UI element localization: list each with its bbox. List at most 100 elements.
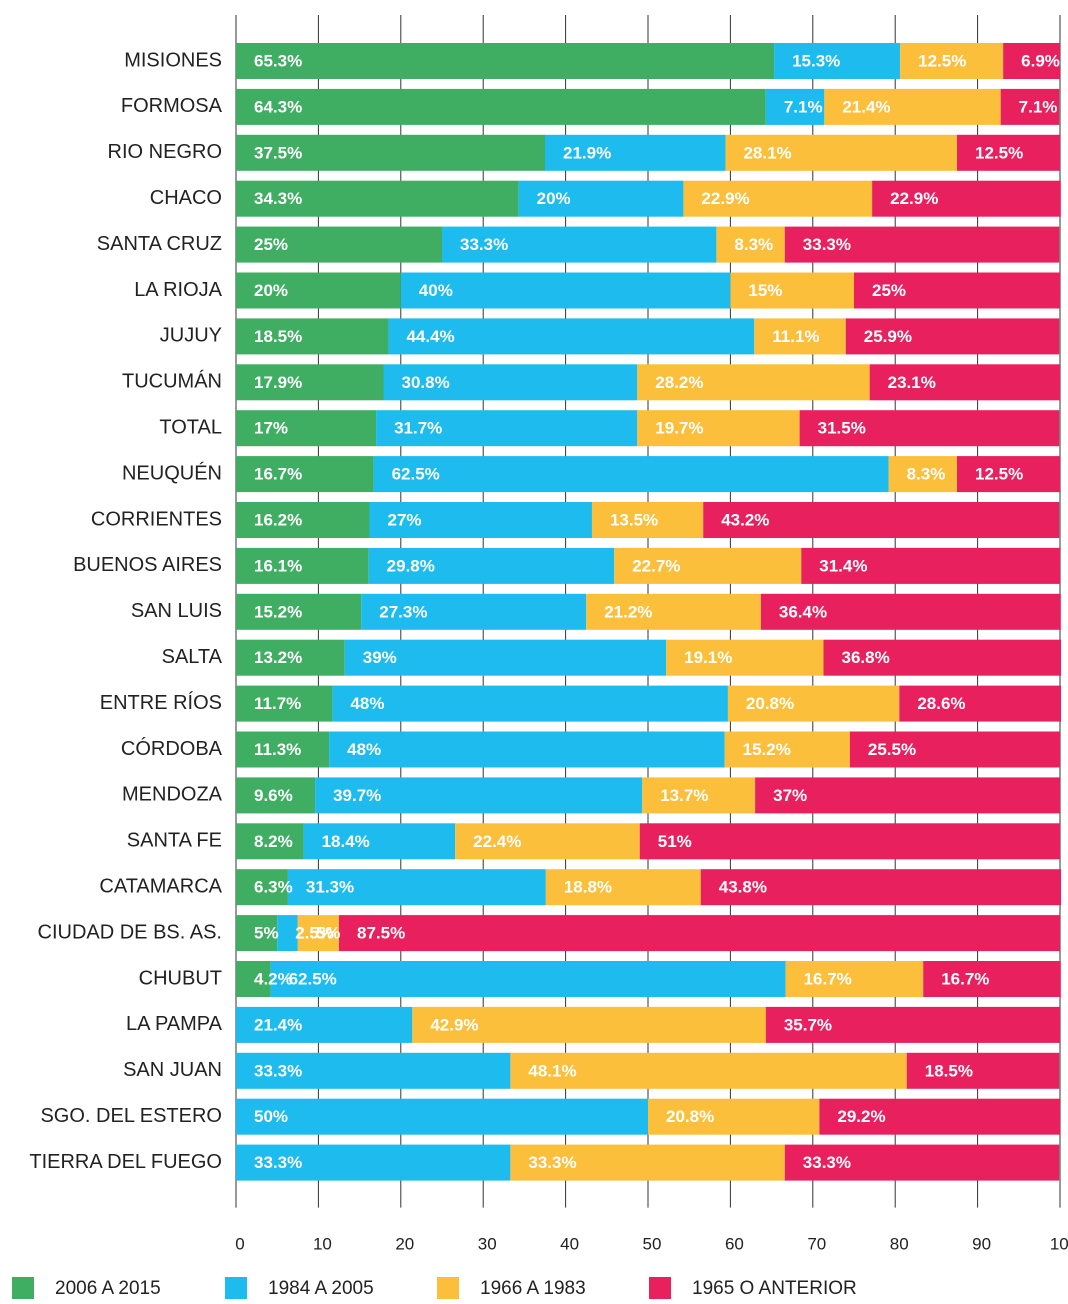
bar-segment [784, 226, 1060, 263]
value-label: 33.3% [254, 1061, 302, 1080]
value-label: 21.2% [604, 602, 652, 621]
value-label: 33.3% [528, 1153, 576, 1172]
bar-segment [510, 1144, 785, 1181]
bar-segment [957, 456, 1060, 493]
value-label: 20.8% [666, 1107, 714, 1126]
bar-segment [442, 226, 717, 263]
value-label: 42.9% [430, 1015, 478, 1034]
bar-segment [303, 823, 456, 860]
bar-segment [376, 410, 638, 447]
bar-segment [784, 1144, 1060, 1181]
bar-segment [614, 547, 802, 584]
category-label: CATAMARCA [99, 875, 222, 897]
bar-segment [545, 869, 701, 906]
legend-label: 2006 A 2015 [55, 1278, 161, 1299]
value-label: 16.1% [254, 556, 302, 575]
bar-segment [412, 1006, 766, 1043]
bar-segment [400, 272, 731, 309]
value-label: 33.3% [803, 1153, 851, 1172]
value-label: 11.1% [772, 327, 819, 346]
value-label: 50% [254, 1107, 288, 1126]
bar-segment [648, 1098, 820, 1135]
bar-segment [819, 1098, 1060, 1135]
bar-segment [923, 961, 1061, 997]
bar-segment [872, 180, 1061, 217]
bar-segment [1003, 43, 1060, 79]
value-label: 43.8% [719, 878, 767, 897]
bar-segment [799, 410, 1060, 447]
value-label: 13.5% [610, 510, 658, 529]
value-label: 21.9% [563, 143, 611, 162]
category-label: TOTAL [159, 416, 222, 438]
category-label: SAN LUIS [131, 600, 222, 622]
value-label: 20% [537, 189, 571, 208]
bar-segment [236, 777, 316, 814]
value-label: 7.1% [1019, 97, 1058, 116]
value-label: 36.4% [779, 602, 827, 621]
value-label: 33.3% [254, 1153, 302, 1172]
bar-segment [899, 685, 1061, 722]
category-label: SANTA CRUZ [97, 233, 222, 255]
bar-segment [716, 226, 785, 263]
category-label: CÓRDOBA [121, 737, 223, 760]
value-label: 30.8% [401, 373, 449, 392]
bar-segment [591, 502, 704, 538]
value-label: 36.8% [842, 648, 890, 667]
bar-segment [369, 502, 592, 538]
value-label: 6.3% [254, 878, 293, 897]
x-tick-label: 10 [313, 1234, 332, 1253]
bar-segment [236, 502, 370, 538]
bar-segment [785, 961, 924, 997]
x-tick-label: 60 [725, 1234, 744, 1253]
bar-segment [730, 272, 854, 309]
bar-segment [801, 547, 1060, 584]
value-label: 21.4% [842, 97, 890, 116]
bar-segment [754, 318, 846, 355]
bar-segment [849, 731, 1060, 768]
value-label: 18.8% [564, 878, 612, 897]
value-label: 27% [387, 510, 421, 529]
value-label: 39% [363, 648, 397, 667]
bar-segment [236, 180, 519, 217]
category-label: FORMOSA [121, 95, 223, 117]
x-tick-label: 100 [1050, 1234, 1068, 1253]
legend-swatch [437, 1277, 459, 1299]
value-label: 13.7% [660, 786, 708, 805]
bar-segment [586, 593, 761, 630]
bar-segment [703, 502, 1060, 538]
bar-segment [455, 823, 640, 860]
legend-swatch [225, 1277, 247, 1299]
value-label: 19.1% [684, 648, 732, 667]
value-label: 35.7% [784, 1015, 832, 1034]
bar-segment [765, 88, 825, 125]
category-label: SALTA [162, 646, 223, 668]
value-label: 15% [748, 281, 782, 300]
bar-segment [236, 1006, 413, 1043]
bar-segment [824, 88, 1001, 125]
category-label: ENTRE RÍOS [100, 691, 222, 714]
bar-segment [957, 134, 1060, 171]
value-label: 29.8% [387, 556, 435, 575]
bar-segment [236, 318, 389, 355]
bar-segment [236, 823, 304, 860]
bar-segment [236, 1144, 511, 1181]
value-label: 8.3% [907, 465, 946, 484]
bar-segment [666, 639, 824, 676]
value-label: 48% [347, 740, 381, 759]
value-label: 15.2% [254, 602, 302, 621]
value-label: 16.7% [254, 465, 302, 484]
bar-segment [383, 364, 638, 401]
value-label: 5% [254, 924, 279, 943]
value-label: 87.5% [357, 924, 405, 943]
bar-segment [236, 869, 288, 906]
category-label: SAN JUAN [123, 1059, 222, 1081]
bar-segment [760, 593, 1061, 630]
legend-swatch [649, 1277, 671, 1299]
value-label: 15.2% [743, 740, 791, 759]
value-label: 16.7% [804, 969, 852, 988]
bar-segment [637, 364, 870, 401]
value-label: 62.5% [289, 969, 337, 988]
value-label: 18.5% [925, 1061, 973, 1080]
bar-segment [683, 180, 873, 217]
